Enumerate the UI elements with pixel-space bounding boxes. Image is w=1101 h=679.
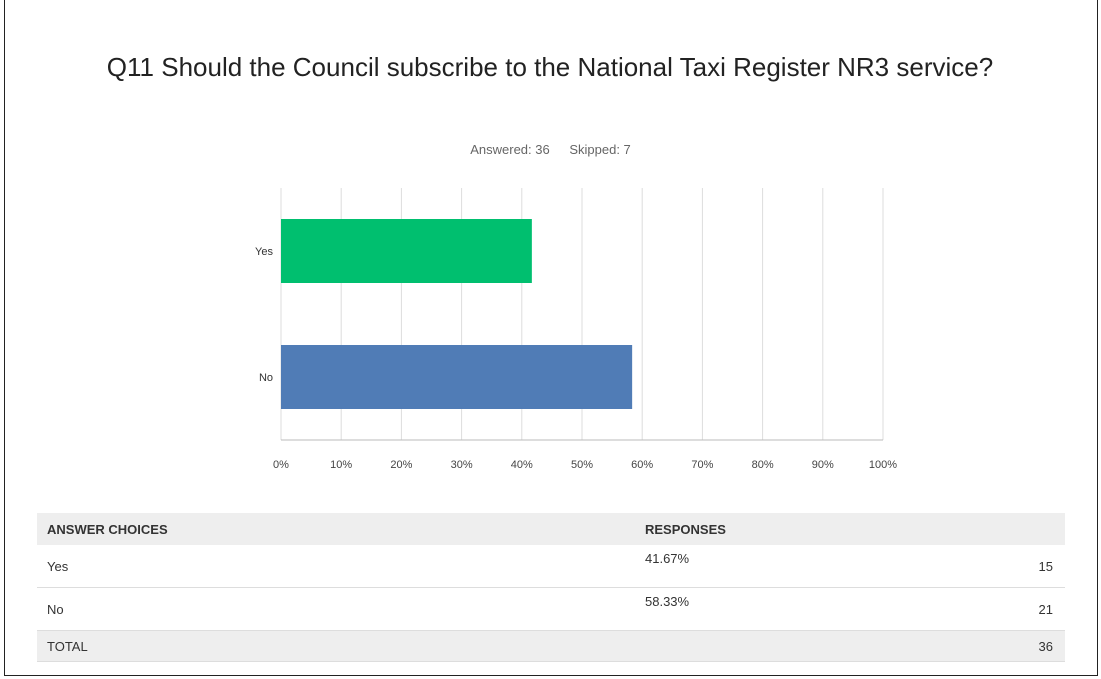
chart-frame bbox=[4, 0, 1098, 676]
x-tick-label: 80% bbox=[752, 459, 774, 471]
x-tick-label: 10% bbox=[330, 459, 352, 471]
x-tick-label: 100% bbox=[869, 459, 897, 471]
x-tick-label: 50% bbox=[571, 459, 593, 471]
x-tick-label: 0% bbox=[273, 459, 289, 471]
category-label: Yes bbox=[255, 246, 273, 258]
x-tick-label: 60% bbox=[631, 459, 653, 471]
table-row: Yes 41.67% 15 bbox=[37, 545, 1065, 588]
x-tick-label: 40% bbox=[511, 459, 533, 471]
bar-chart: 0% 10% 20% 30% 40% 50% 60% 70% 80% 90% 100% Yes No bbox=[255, 188, 897, 471]
skipped-count: Skipped: 7 bbox=[569, 142, 631, 157]
bar-yes bbox=[281, 219, 532, 283]
header-answer-choices: ANSWER CHOICES bbox=[37, 513, 635, 545]
bar-no bbox=[281, 345, 633, 409]
response-summary: Answered: 36 Skipped: 7 bbox=[0, 142, 1101, 157]
x-tick-label: 20% bbox=[390, 459, 412, 471]
header-responses: RESPONSES bbox=[635, 513, 1065, 545]
answered-count: Answered: 36 bbox=[470, 142, 550, 157]
responses-table: ANSWER CHOICES RESPONSES Yes 41.67% 15 N… bbox=[37, 513, 1065, 662]
x-tick-label: 70% bbox=[691, 459, 713, 471]
choice-cell: No bbox=[37, 587, 635, 631]
count-cell: 15 bbox=[909, 545, 1065, 588]
question-title: Q11 Should the Council subscribe to the … bbox=[106, 52, 994, 82]
table-row: No 58.33% 21 bbox=[37, 587, 1065, 631]
total-row: TOTAL 36 bbox=[37, 630, 1065, 662]
x-tick-label: 30% bbox=[451, 459, 473, 471]
percent-cell: 41.67% bbox=[635, 545, 910, 588]
table-header-row: ANSWER CHOICES RESPONSES bbox=[37, 513, 1065, 545]
percent-cell: 58.33% bbox=[635, 587, 910, 631]
choice-cell: Yes bbox=[37, 545, 635, 588]
total-empty-cell bbox=[635, 630, 910, 662]
x-tick-label: 90% bbox=[812, 459, 834, 471]
total-count: 36 bbox=[909, 630, 1065, 662]
count-cell: 21 bbox=[909, 587, 1065, 631]
category-label: No bbox=[259, 372, 273, 384]
total-label: TOTAL bbox=[37, 630, 635, 662]
